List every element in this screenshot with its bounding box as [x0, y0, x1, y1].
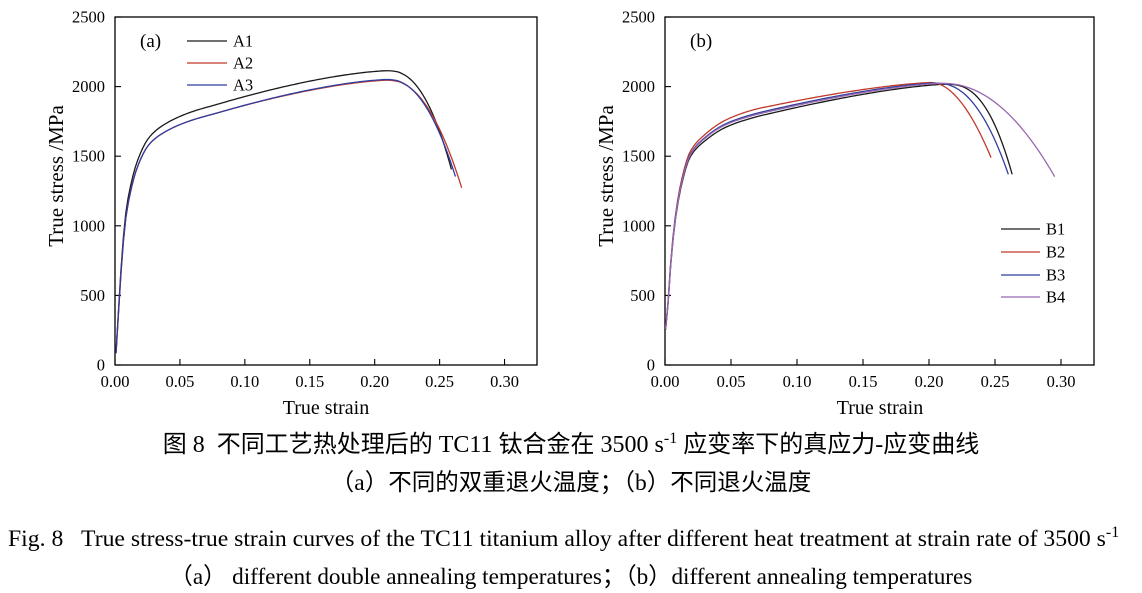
svg-text:(b): (b) — [690, 31, 712, 52]
svg-text:0.15: 0.15 — [295, 372, 324, 391]
svg-text:B2: B2 — [1046, 243, 1065, 262]
svg-text:0.30: 0.30 — [1047, 372, 1076, 391]
svg-text:True strain: True strain — [283, 397, 369, 419]
svg-text:0.20: 0.20 — [915, 372, 944, 391]
svg-text:0.05: 0.05 — [165, 372, 194, 391]
svg-text:0.30: 0.30 — [490, 372, 519, 391]
svg-text:A2: A2 — [233, 54, 253, 73]
svg-text:A1: A1 — [233, 32, 253, 51]
svg-text:0.25: 0.25 — [981, 372, 1010, 391]
svg-text:2500: 2500 — [72, 8, 105, 27]
svg-text:1500: 1500 — [72, 147, 105, 166]
svg-text:0.00: 0.00 — [651, 372, 680, 391]
svg-text:0.20: 0.20 — [360, 372, 389, 391]
svg-text:1000: 1000 — [622, 216, 655, 235]
svg-text:500: 500 — [630, 286, 655, 305]
svg-text:True stress /MPa: True stress /MPa — [44, 105, 68, 247]
svg-text:True strain: True strain — [837, 397, 923, 419]
svg-text:0.25: 0.25 — [425, 372, 454, 391]
svg-text:0.10: 0.10 — [783, 372, 812, 391]
svg-text:2000: 2000 — [622, 77, 655, 96]
svg-text:2500: 2500 — [622, 8, 655, 27]
svg-text:500: 500 — [80, 286, 105, 305]
svg-text:1000: 1000 — [72, 216, 105, 235]
svg-text:B4: B4 — [1046, 288, 1065, 307]
svg-text:1500: 1500 — [622, 147, 655, 166]
svg-text:0.05: 0.05 — [717, 372, 746, 391]
svg-text:0.15: 0.15 — [849, 372, 878, 391]
svg-text:0.10: 0.10 — [230, 372, 259, 391]
svg-text:(a): (a) — [140, 31, 161, 52]
svg-text:A3: A3 — [233, 76, 253, 95]
svg-text:2000: 2000 — [72, 77, 105, 96]
svg-text:B1: B1 — [1046, 220, 1065, 239]
svg-text:0.00: 0.00 — [101, 372, 130, 391]
svg-text:B3: B3 — [1046, 266, 1065, 285]
svg-text:True stress /MPa: True stress /MPa — [594, 105, 618, 247]
